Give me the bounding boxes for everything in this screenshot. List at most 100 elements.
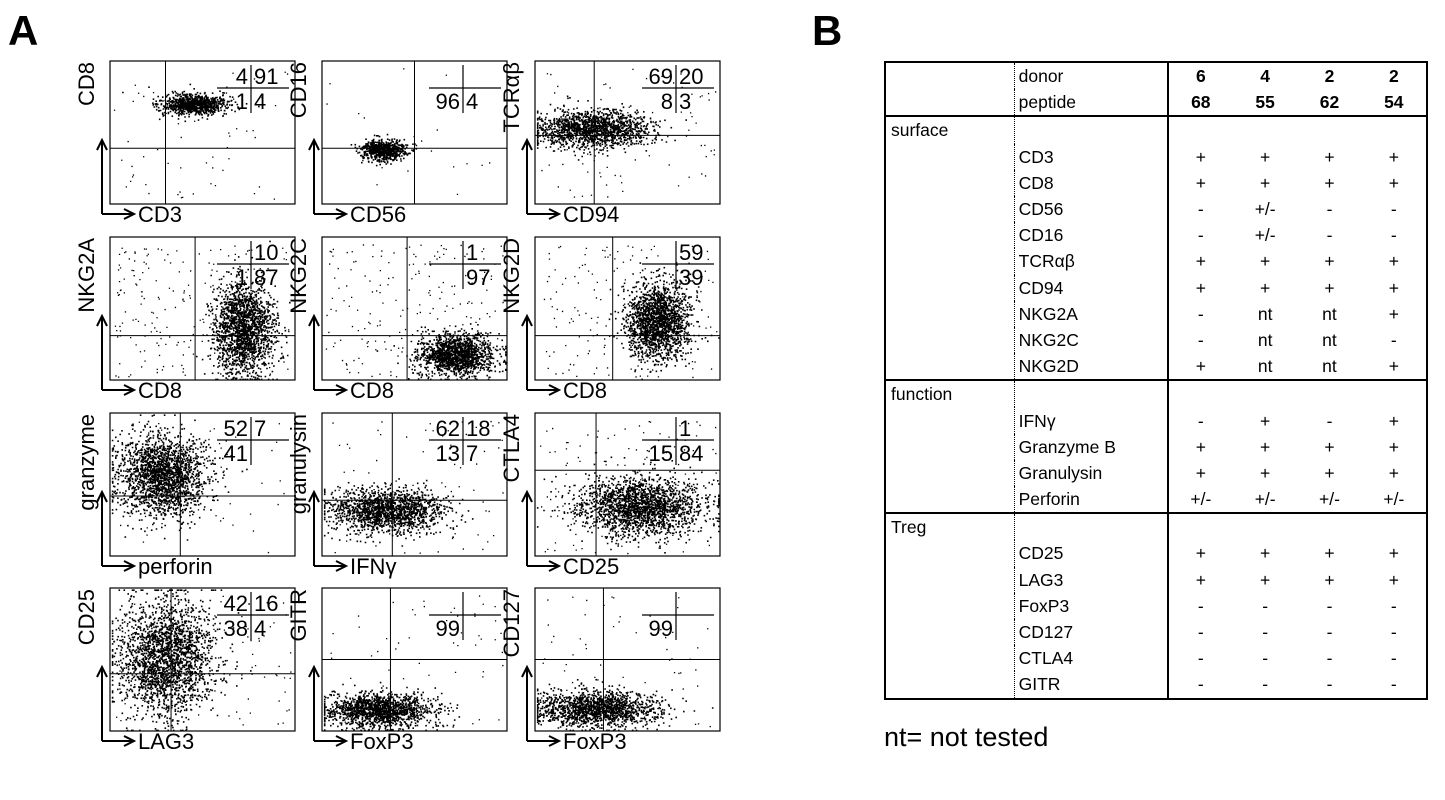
- header-value-cell: 6: [1195, 66, 1206, 87]
- table-row: CD16 - +/- - -: [885, 222, 1427, 249]
- marker-cell: TCRαβ: [1014, 248, 1169, 275]
- quad-value-lr: 87: [254, 265, 278, 290]
- quad-value-ul: 52: [224, 416, 248, 441]
- plot-nkg2c-cd8: CD8 NKG2C 197: [286, 236, 508, 403]
- plot-frame: [534, 412, 721, 557]
- value-cell: +: [1324, 172, 1335, 193]
- value-cell: -: [1262, 674, 1269, 695]
- value-cell: -: [1390, 329, 1397, 350]
- blank-cell: [1232, 512, 1298, 541]
- quad-value-lr: 39: [679, 265, 703, 290]
- marker-cell: FoxP3: [1014, 592, 1169, 619]
- value-cell: -: [1197, 225, 1204, 246]
- marker-cell: CD8: [1014, 169, 1169, 196]
- value-cell: -: [1390, 225, 1397, 246]
- x-axis-arrow: [102, 208, 137, 220]
- x-axis-arrow: [527, 735, 562, 747]
- table-row: Granulysin + + + +: [885, 459, 1427, 486]
- value-cell: nt: [1322, 303, 1337, 324]
- blank-cell: [1297, 512, 1362, 541]
- y-axis-arrow: [96, 313, 108, 390]
- footnote: nt= not tested: [884, 722, 1049, 752]
- x-axis-label: CD8: [138, 378, 182, 403]
- value-cell: +: [1324, 462, 1335, 483]
- value-cell: +/-: [1254, 225, 1276, 246]
- plot-events: [536, 596, 714, 732]
- plot-events: [114, 240, 293, 381]
- blank-cell: [885, 248, 1015, 275]
- value-cell: -: [1390, 622, 1397, 643]
- y-axis-label: NKG2C: [286, 238, 311, 314]
- table-row: Granzyme B + + + +: [885, 433, 1427, 460]
- marker-cell: GITR: [1014, 671, 1169, 699]
- quad-value-ur: 1: [466, 240, 478, 265]
- value-cell: +: [1260, 251, 1271, 272]
- plot-frame: [534, 60, 721, 205]
- marker-cell: CD25: [1014, 540, 1169, 567]
- value-cell: +/-: [1254, 199, 1276, 220]
- value-cell: -: [1197, 622, 1204, 643]
- marker-cell: NKG2D: [1014, 353, 1169, 381]
- blank-cell: [1014, 379, 1169, 408]
- plot-nkg2a-cd8: CD8 NKG2A 101 87: [74, 236, 296, 403]
- x-axis-arrow: [527, 208, 562, 220]
- y-axis-label: NKG2A: [74, 238, 99, 313]
- value-cell: -: [1326, 595, 1333, 616]
- y-axis-label: CD16: [286, 62, 311, 118]
- value-cell: nt: [1257, 303, 1273, 324]
- header-value-cell: 55: [1255, 92, 1275, 113]
- blank-cell: [1167, 115, 1233, 144]
- y-axis-arrow: [521, 664, 533, 741]
- value-cell: +: [1388, 436, 1399, 457]
- y-axis-label: GITR: [286, 589, 311, 642]
- header-blank-cell: [885, 89, 1015, 117]
- header-value-cell: 4: [1260, 66, 1271, 87]
- value-cell: +/-: [1319, 489, 1340, 510]
- y-axis-arrow: [96, 137, 108, 214]
- value-cell: -: [1262, 595, 1269, 616]
- marker-cell: LAG3: [1014, 566, 1169, 593]
- value-cell: +: [1324, 569, 1335, 590]
- y-axis-arrow: [521, 137, 533, 214]
- quad-value-ll: 99: [436, 616, 460, 641]
- blank-cell: [885, 353, 1015, 381]
- quad-value-lr: 4: [466, 89, 478, 114]
- table-row: NKG2A - nt nt +: [885, 300, 1427, 327]
- y-axis-arrow: [96, 489, 108, 566]
- marker-summary-table: donor 6 4 2 2 peptide 68 55 62 54 surface CD3 + + + + CD…: [884, 61, 1428, 700]
- plot-ctla4-cd25: CD25 CTLA4 115 84: [499, 412, 721, 579]
- blank-cell: [1014, 512, 1169, 541]
- blank-cell: [885, 143, 1015, 170]
- value-cell: +: [1195, 462, 1206, 483]
- plot-events: [323, 420, 504, 554]
- value-cell: +: [1388, 303, 1399, 324]
- table-header-row: donor 6 4 2 2: [885, 62, 1427, 90]
- marker-cell: CD16: [1014, 222, 1169, 249]
- blank-cell: [1361, 379, 1427, 408]
- blank-cell: [1297, 379, 1362, 408]
- table-row: CD56 - +/- - -: [885, 195, 1427, 223]
- blank-cell: [885, 645, 1015, 672]
- quad-value-ur: 1: [679, 416, 691, 441]
- value-cell: +: [1195, 543, 1206, 564]
- quad-value-ul: 69: [649, 64, 673, 89]
- marker-cell: Granzyme B: [1014, 433, 1169, 460]
- value-cell: nt: [1322, 329, 1337, 350]
- y-axis-label: CD8: [74, 62, 99, 106]
- blank-cell: [885, 274, 1015, 301]
- header-value-cell: 54: [1384, 92, 1404, 113]
- quad-value-ur: 91: [254, 64, 278, 89]
- blank-cell: [885, 618, 1015, 646]
- plot-gitr-foxp3: FoxP3 GITR 99: [286, 587, 508, 754]
- value-cell: nt: [1257, 356, 1273, 377]
- value-cell: nt: [1322, 356, 1337, 377]
- value-cell: +: [1324, 436, 1335, 457]
- blank-cell: [885, 195, 1015, 223]
- quad-value-ll: 13: [436, 441, 460, 466]
- quad-value-ll: 41: [224, 441, 248, 466]
- value-cell: +: [1195, 172, 1206, 193]
- y-axis-arrow: [308, 137, 320, 214]
- value-cell: -: [1390, 648, 1397, 669]
- blank-cell: [1232, 115, 1298, 144]
